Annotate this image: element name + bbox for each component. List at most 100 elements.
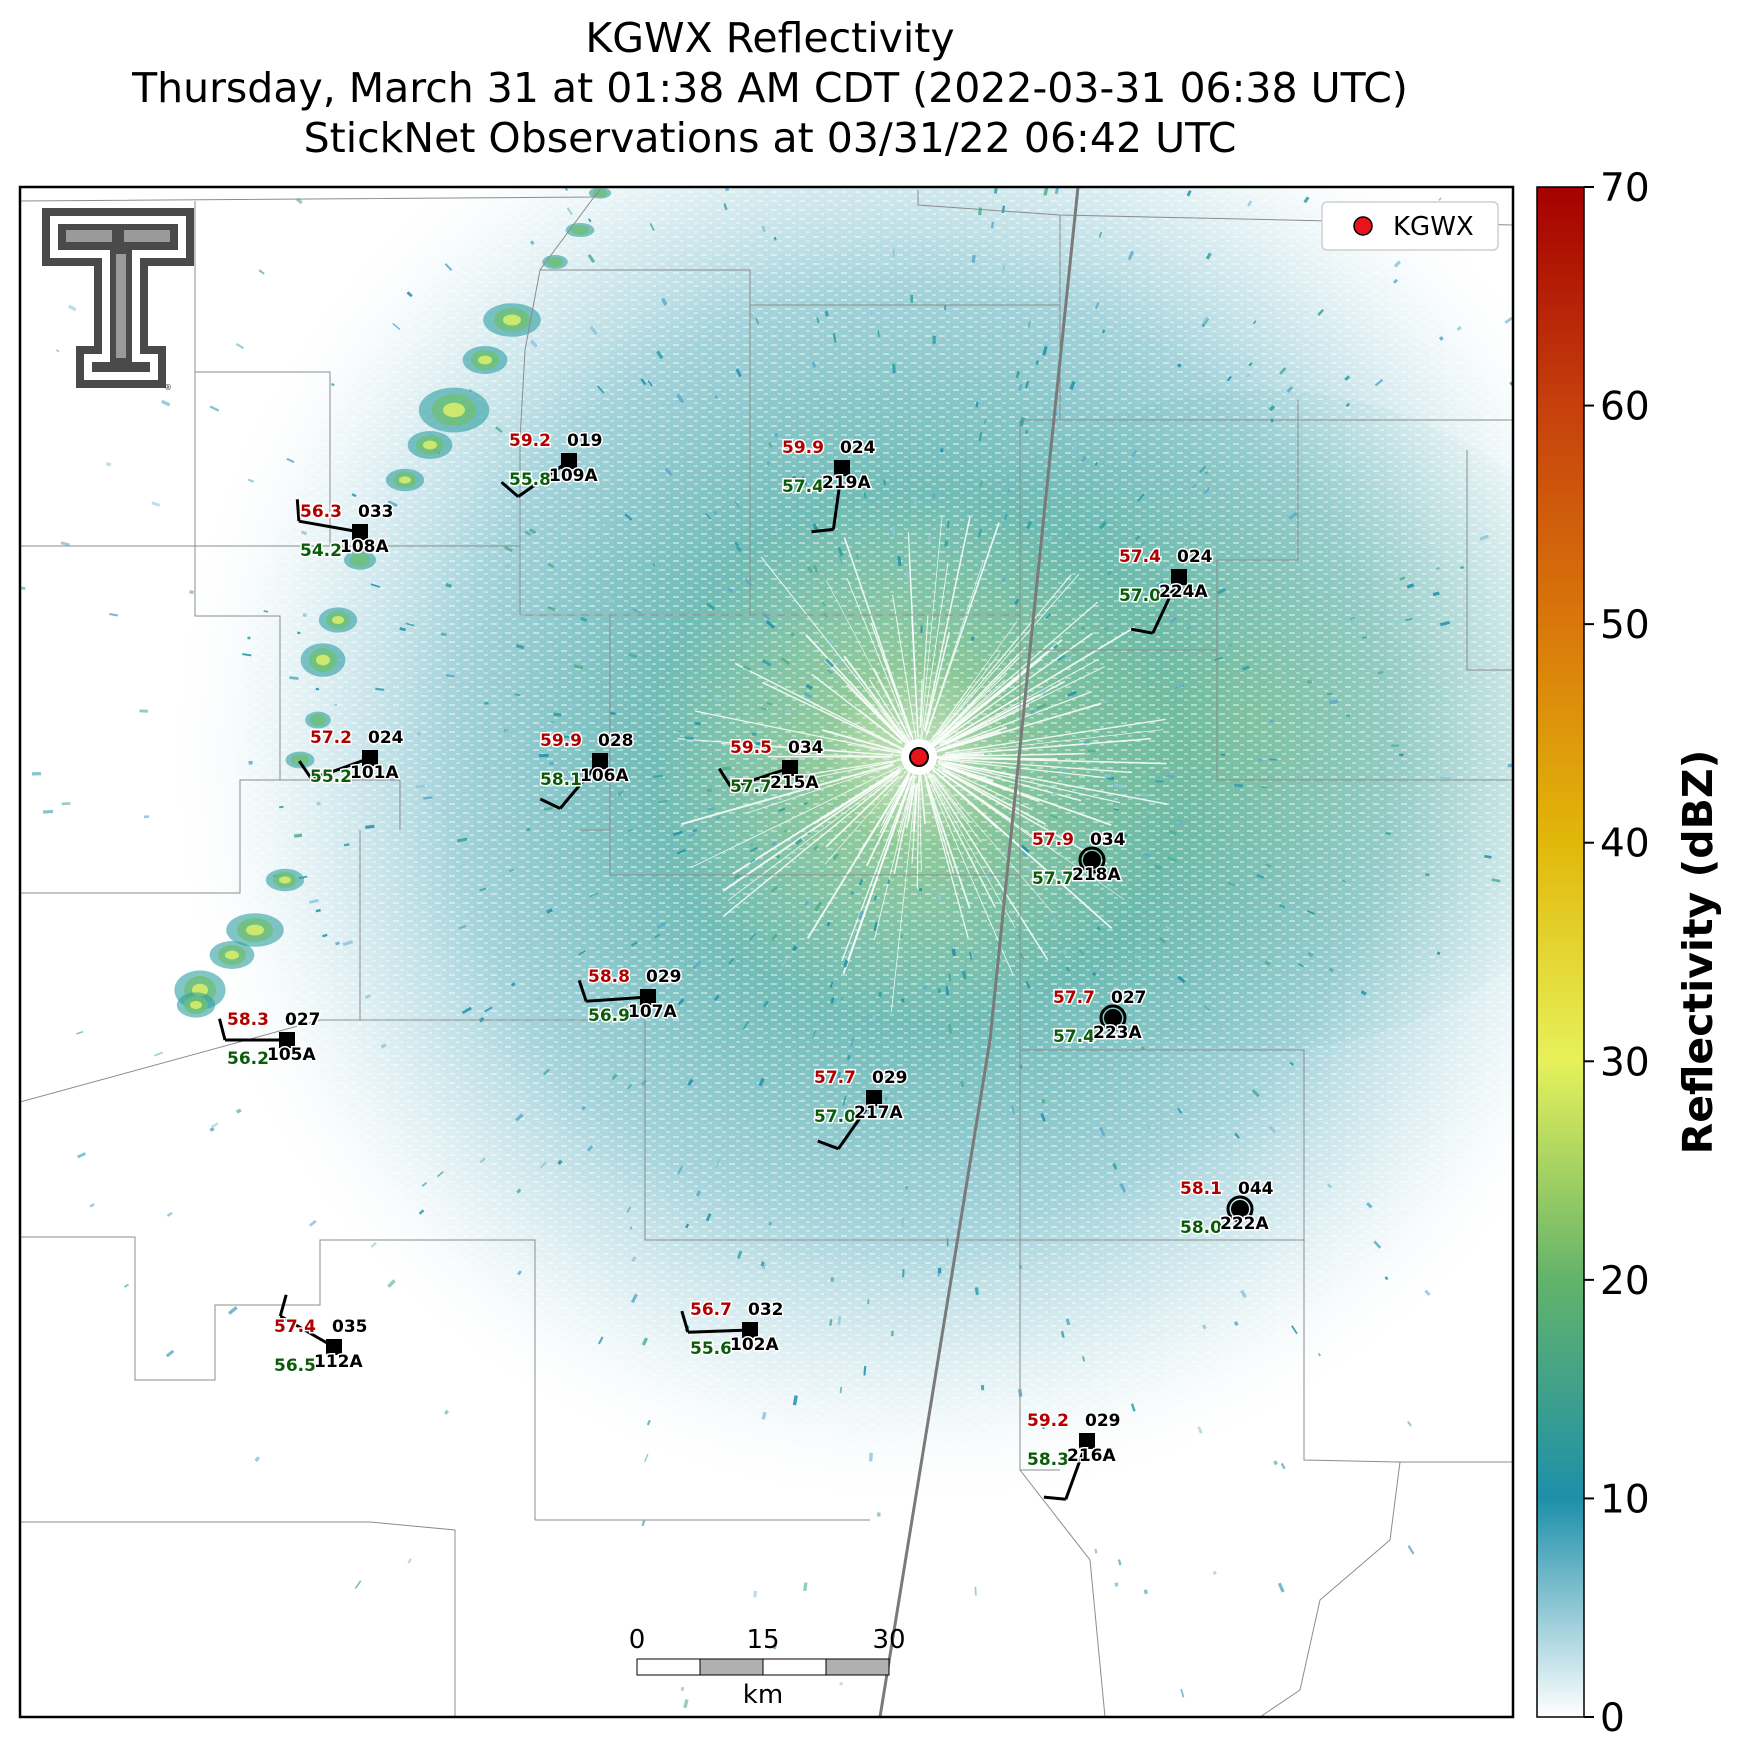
station-dewpoint: 58.0 — [1180, 1218, 1222, 1238]
wind-barb-staff — [831, 467, 844, 530]
colorbar-tick-label: 0 — [1600, 1696, 1625, 1741]
station-id: 219A — [822, 473, 871, 493]
station-dewpoint: 57.0 — [814, 1107, 856, 1127]
colorbar-tick-label: 60 — [1600, 385, 1650, 430]
scale-tick-30: 30 — [872, 1625, 905, 1655]
station-id: 102A — [730, 1335, 779, 1355]
station-id: 223A — [1093, 1023, 1142, 1043]
wind-barb-flag — [817, 1139, 839, 1151]
station-id: 215A — [770, 773, 819, 793]
station-direction: 034 — [788, 738, 824, 758]
station-marker — [1079, 1433, 1095, 1449]
wind-barb-staff — [586, 995, 649, 1003]
station-temperature: 57.7 — [1053, 988, 1095, 1008]
station-marker — [362, 750, 378, 766]
station-dewpoint: 57.4 — [1053, 1027, 1095, 1047]
state-boundary — [878, 187, 1080, 1717]
map-frame — [18, 185, 1515, 1719]
texas-tech-double-t-logo: ® — [42, 208, 194, 392]
station-marker — [640, 989, 656, 1005]
station-temperature: 59.2 — [509, 431, 551, 451]
station-direction: 044 — [1238, 1179, 1274, 1199]
map-area — [20, 187, 1513, 1717]
station-temperature: 59.2 — [1027, 1411, 1069, 1431]
wind-barb-staff — [279, 1314, 335, 1349]
colorbar-tick-label: 30 — [1600, 1040, 1650, 1085]
wind-barb-flag — [811, 527, 834, 534]
wind-barb-flag — [577, 979, 588, 1002]
wind-barb-staff — [837, 1097, 876, 1150]
station-direction: 024 — [1177, 547, 1213, 567]
station-direction: 029 — [1085, 1411, 1121, 1431]
wind-barb-flag — [298, 760, 313, 781]
station-marker — [592, 753, 608, 769]
station-dewpoint: 58.3 — [1027, 1450, 1069, 1470]
wind-barb-flag — [1043, 1495, 1066, 1501]
station-temperature: 56.3 — [300, 502, 342, 522]
station-marker — [1231, 1200, 1249, 1218]
station-temperature: 57.4 — [274, 1317, 316, 1337]
station-marker — [326, 1339, 342, 1355]
station-id: 105A — [267, 1045, 316, 1065]
radial-rays — [677, 515, 1168, 1013]
wind-barb-staff — [687, 1328, 751, 1334]
wind-barb-flag — [218, 1018, 227, 1041]
station-id: 109A — [549, 466, 598, 486]
wind-barb-staff — [1151, 576, 1181, 634]
station-direction: 024 — [840, 438, 876, 458]
station-direction: 019 — [567, 431, 603, 451]
colorbar-label: Reflectivity (dBZ) — [1674, 750, 1722, 1155]
station-temperature: 57.2 — [310, 728, 352, 748]
colorbar-tick-label: 40 — [1600, 822, 1650, 867]
station-id: 217A — [854, 1103, 903, 1123]
station-temperature: 58.8 — [588, 967, 630, 987]
station-dewpoint: 57.7 — [730, 777, 772, 797]
station-temperature: 56.7 — [690, 1300, 732, 1320]
station-marker — [352, 524, 368, 540]
scale-tick-15: 15 — [746, 1625, 779, 1655]
station-dewpoint: 55.8 — [509, 470, 551, 490]
wind-barb-flag — [717, 767, 733, 789]
station-dewpoint: 54.2 — [300, 541, 342, 561]
station-direction: 028 — [598, 731, 634, 751]
wind-barb-flag — [295, 499, 301, 522]
station-marker — [279, 1032, 295, 1048]
station-temperature: 59.9 — [782, 438, 824, 458]
station-temperature: 58.3 — [227, 1010, 269, 1030]
county-boundaries — [20, 189, 1513, 1717]
station-marker — [782, 760, 798, 776]
station-temperature: 59.9 — [540, 731, 582, 751]
station-direction: 034 — [1090, 830, 1126, 850]
colorbar-tick-label: 50 — [1600, 603, 1650, 648]
station-id: 224A — [1159, 582, 1208, 602]
wind-barb-staff — [298, 519, 361, 534]
station-marker — [866, 1090, 882, 1106]
legend: KGWX — [1321, 201, 1499, 251]
wind-barb-flag — [278, 1294, 288, 1317]
wind-barb-flag — [539, 797, 561, 810]
calm-wind-circle — [1226, 1195, 1254, 1223]
station-dewpoint: 57.4 — [782, 477, 824, 497]
station-id: 108A — [340, 537, 389, 557]
station-temperature: 59.5 — [730, 738, 772, 758]
scale-bar: 0 15 30 km — [629, 1625, 906, 1710]
station-direction: 033 — [358, 502, 394, 522]
wind-barb-staff — [730, 766, 791, 789]
station-direction: 029 — [872, 1068, 908, 1088]
station-dewpoint: 56.9 — [588, 1006, 630, 1026]
wind-barb-staff — [311, 756, 371, 781]
legend-label: KGWX — [1393, 212, 1474, 242]
colorbar-gradient — [1536, 186, 1585, 1718]
station-dewpoint: 55.2 — [310, 767, 352, 787]
station-direction: 032 — [748, 1300, 784, 1320]
svg-text:®: ® — [164, 383, 172, 392]
colorbar-tick-label: 20 — [1600, 1259, 1650, 1304]
